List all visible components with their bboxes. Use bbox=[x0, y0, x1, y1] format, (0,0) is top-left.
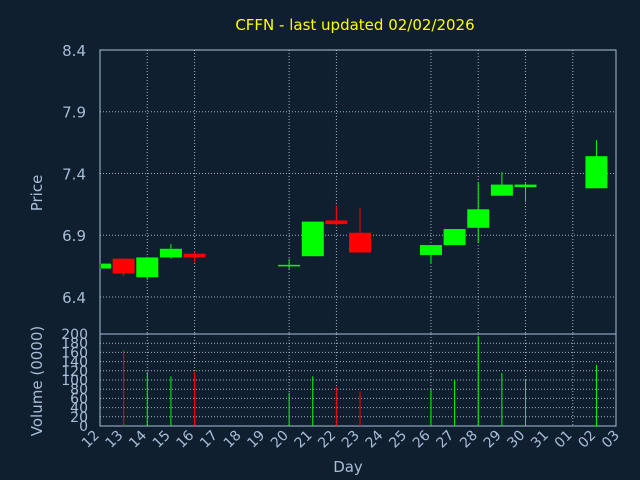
day-tick-label: 24 bbox=[363, 427, 387, 451]
price-tick-label: 7.4 bbox=[62, 165, 86, 183]
volume-bars bbox=[123, 336, 597, 426]
day-tick-label: 15 bbox=[150, 428, 174, 452]
day-tick-label: 02 bbox=[575, 428, 599, 452]
day-tick-label: 16 bbox=[173, 427, 197, 451]
day-tick-label: 14 bbox=[126, 427, 150, 451]
price-grid bbox=[100, 49, 616, 334]
volume-tick-label: 180 bbox=[61, 336, 88, 352]
price-tick-label: 8.4 bbox=[62, 42, 86, 60]
candle-body bbox=[490, 184, 513, 196]
day-axis-label: Day bbox=[333, 458, 363, 476]
candle-body bbox=[443, 229, 466, 246]
candle-body bbox=[136, 257, 159, 278]
price-panel: 8.4 7.9 7.4 6.9 6.4 Price bbox=[28, 42, 617, 335]
candle-body bbox=[419, 245, 442, 255]
day-tick-label: 20 bbox=[268, 428, 292, 452]
price-plot-frame bbox=[99, 49, 617, 335]
day-tick-label: 13 bbox=[103, 428, 127, 452]
price-tick-label: 6.9 bbox=[62, 227, 86, 245]
day-tick-label: 26 bbox=[410, 427, 434, 451]
day-tick-label: 21 bbox=[292, 428, 316, 452]
candle-body bbox=[514, 184, 537, 188]
volume-tick-label: 120 bbox=[61, 364, 88, 380]
volume-grid bbox=[100, 334, 616, 426]
day-tick-label: 30 bbox=[504, 428, 528, 452]
volume-tick-label: 100 bbox=[61, 373, 88, 389]
candles bbox=[99, 140, 608, 280]
candle-body bbox=[101, 263, 111, 269]
volume-tick-label: 20 bbox=[70, 410, 88, 426]
candle-body bbox=[467, 209, 490, 228]
day-tick-label: 31 bbox=[528, 428, 552, 452]
candle-body bbox=[112, 258, 135, 274]
day-tick-label: 28 bbox=[457, 428, 481, 452]
volume-tick-label: 140 bbox=[61, 355, 88, 371]
day-tick-label: 17 bbox=[197, 428, 221, 452]
day-tick-label: 22 bbox=[315, 428, 339, 452]
day-tick-label: 03 bbox=[599, 428, 623, 452]
day-tick-label: 25 bbox=[386, 428, 410, 452]
day-tick-label: 18 bbox=[221, 428, 245, 452]
volume-tick-label: 40 bbox=[70, 401, 88, 417]
candle-body bbox=[325, 220, 348, 225]
price-tick-label: 6.4 bbox=[62, 289, 86, 307]
candle-body bbox=[183, 253, 206, 258]
volume-tick-label: 200 bbox=[61, 327, 88, 343]
day-tick-label: 27 bbox=[434, 428, 458, 452]
volume-tick-label: 0 bbox=[79, 419, 88, 435]
price-axis-label: Price bbox=[28, 175, 46, 212]
volume-axis-label: Volume (0000) bbox=[28, 326, 46, 436]
volume-tick-label: 60 bbox=[70, 391, 88, 407]
volume-tick-label: 160 bbox=[61, 345, 88, 361]
candle-body bbox=[585, 156, 608, 189]
chart-title: CFFN - last updated 02/02/2026 bbox=[235, 16, 474, 34]
price-axis-ticks: 8.4 7.9 7.4 6.9 6.4 bbox=[62, 42, 86, 307]
volume-tick-label: 80 bbox=[70, 382, 88, 398]
candle-body bbox=[278, 264, 301, 267]
price-tick-label: 7.9 bbox=[62, 104, 86, 122]
day-tick-label: 19 bbox=[244, 428, 268, 452]
candle-body bbox=[301, 221, 324, 257]
candle-body bbox=[159, 248, 182, 258]
candle-body bbox=[349, 232, 372, 253]
day-tick-label: 23 bbox=[339, 428, 363, 452]
day-tick-label: 01 bbox=[552, 428, 576, 452]
day-tick-label: 29 bbox=[481, 428, 505, 452]
day-axis-ticks: 12 13 14 15 16 17 18 19 20 21 22 23 24 25 26 27 28 29 30 31… bbox=[79, 427, 623, 451]
